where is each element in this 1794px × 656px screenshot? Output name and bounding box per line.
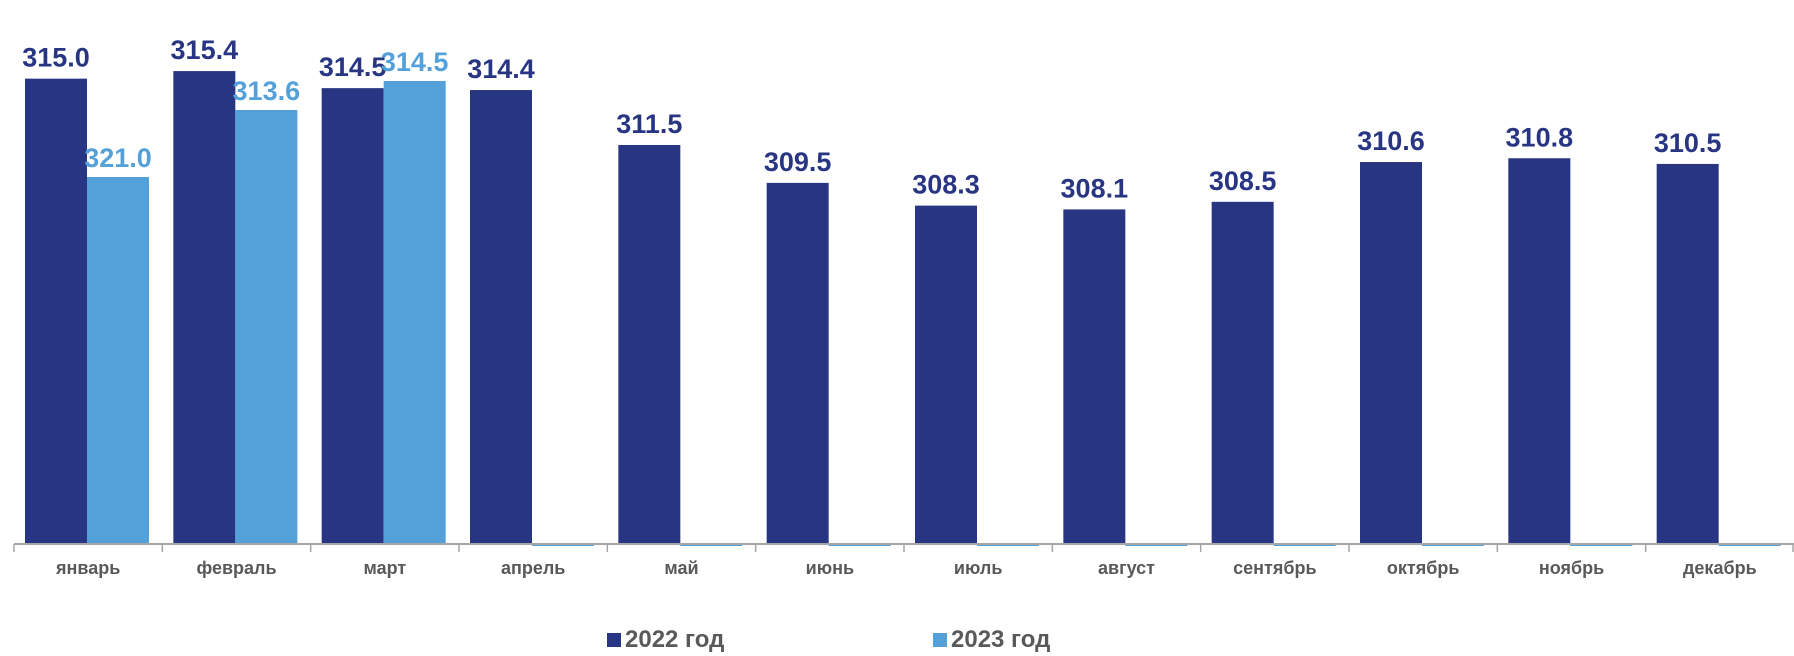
- bar-2022: [618, 144, 681, 544]
- bar-2022: [1508, 158, 1571, 544]
- x-tick-label: февраль: [196, 558, 276, 578]
- x-tick-label: январь: [55, 558, 120, 578]
- bar-2023: [235, 110, 298, 544]
- bar-chart: 315.0321.0январь315.4313.6февраль314.531…: [13, 35, 1794, 578]
- bar-2022: [470, 90, 532, 545]
- x-tick-label: октябрь: [1387, 558, 1460, 578]
- data-label-2023: 321.0: [84, 143, 152, 173]
- bar-2022: [321, 88, 384, 545]
- legend: 2022 год 2023 год: [0, 626, 1794, 656]
- x-tick-label: сентябрь: [1233, 558, 1316, 578]
- legend-swatch-2023: [933, 633, 947, 647]
- data-label-2023: 314.5: [381, 47, 449, 77]
- data-label-2022: 310.5: [1654, 128, 1722, 158]
- bar-2022: [766, 182, 829, 544]
- data-label-2022: 314.4: [467, 54, 535, 84]
- bar-2022: [1211, 201, 1274, 544]
- data-label-2022: 308.3: [912, 170, 980, 200]
- data-label-2022: 314.5: [319, 52, 387, 82]
- bar-2022: [173, 71, 236, 545]
- x-tick-label: май: [664, 558, 698, 578]
- data-label-2022: 315.0: [22, 43, 90, 73]
- bar-2023: [383, 81, 446, 544]
- legend-label-2022: 2022 год: [625, 626, 725, 653]
- data-label-2023: 313.6: [233, 76, 301, 106]
- data-label-2022: 308.5: [1209, 166, 1277, 196]
- legend-item-2022: 2022 год: [607, 626, 724, 654]
- x-tick-label: март: [363, 558, 406, 578]
- data-label-2022: 308.1: [1061, 173, 1129, 203]
- x-tick-label: ноябрь: [1539, 558, 1604, 578]
- legend-item-2023: 2023 год: [933, 626, 1050, 654]
- data-label-2022: 309.5: [764, 147, 832, 177]
- x-tick-label: июль: [954, 558, 1003, 578]
- data-label-2022: 310.8: [1506, 122, 1574, 152]
- bar-2022: [1656, 163, 1719, 545]
- legend-label-2023: 2023 год: [951, 626, 1051, 653]
- legend-swatch-2022: [607, 633, 621, 647]
- bar-2022: [915, 205, 977, 545]
- x-tick-label: июнь: [806, 558, 854, 578]
- x-tick-label: август: [1098, 558, 1155, 578]
- bar-2023: [87, 177, 149, 544]
- data-label-2022: 315.4: [171, 35, 239, 65]
- bar-2022: [1063, 209, 1126, 545]
- x-tick-label: апрель: [501, 558, 565, 578]
- bar-2022: [1360, 162, 1422, 545]
- bar-2022: [25, 78, 87, 544]
- data-label-2022: 310.6: [1357, 126, 1425, 156]
- data-label-2022: 311.5: [616, 109, 682, 139]
- x-tick-label: декабрь: [1683, 558, 1757, 578]
